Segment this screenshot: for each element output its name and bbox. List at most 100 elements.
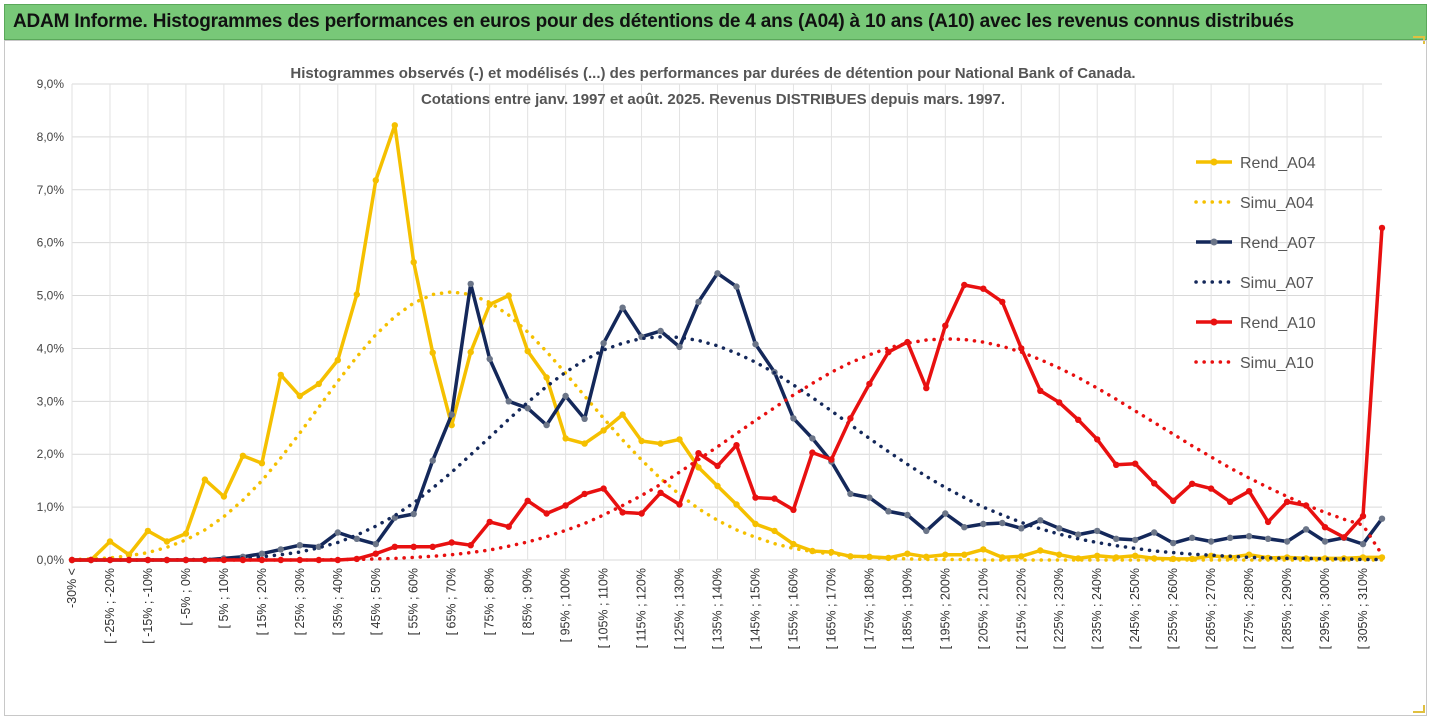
data-point-rend-a04 [847,553,854,560]
x-tick-label: [ 235% ; 240% [1090,568,1104,649]
data-point-rend-a07 [334,529,341,536]
data-point-rend-a10 [1245,488,1253,495]
data-point-rend-a07 [657,327,664,335]
data-point-rend-a10 [1170,497,1177,504]
data-point-rend-a10 [1283,498,1291,505]
data-point-rend-a07 [619,304,626,311]
legend-marker-rend-a10 [1210,318,1218,326]
x-tick-label: [ 265% ; 270% [1204,568,1218,649]
x-tick-label: [ -5% ; 0% [179,568,193,626]
data-point-rend-a07 [961,524,968,531]
x-tick-label: [ 215% ; 220% [1014,568,1028,649]
x-tick-label: [ 175% ; 180% [862,568,876,649]
chart-series [68,122,1386,564]
x-tick-label: [ 35% ; 40% [331,568,345,635]
data-point-rend-a10 [657,489,664,496]
data-point-rend-a10 [201,556,209,564]
data-point-rend-a10 [866,380,873,388]
data-point-rend-a04 [524,347,531,355]
data-point-rend-a04 [1037,547,1044,554]
data-point-rend-a07 [505,398,512,405]
data-point-rend-a10 [372,550,379,557]
data-point-rend-a07 [733,283,740,290]
data-point-rend-a10 [961,281,968,289]
data-point-rend-a07 [1170,539,1177,547]
data-point-rend-a10 [999,298,1006,306]
data-point-rend-a10 [1037,387,1044,394]
data-point-rend-a04 [448,421,455,429]
data-point-rend-a07 [581,415,588,422]
data-point-rend-a10 [1018,345,1025,352]
data-point-rend-a07 [695,298,702,306]
data-point-rend-a04 [315,380,322,388]
data-point-rend-a07 [1207,538,1215,545]
data-point-rend-a10 [1207,485,1215,492]
x-tick-label: [ 15% ; 20% [255,568,269,635]
data-point-rend-a07 [1094,527,1101,535]
y-tick-label: 1,0% [37,500,65,514]
data-point-rend-a10 [1151,480,1158,487]
legend-label-simu-a10: Simu_A10 [1240,355,1314,372]
data-point-rend-a10 [144,556,152,564]
series-line-simu-a10 [70,337,1384,562]
x-tick-label: [ 295% ; 300% [1318,568,1332,649]
data-point-rend-a10 [1094,436,1101,443]
data-point-rend-a07 [923,527,930,535]
data-point-rend-a10 [676,501,683,508]
data-point-rend-a04 [676,436,683,443]
legend-label-rend-a07: Rend_A07 [1240,235,1316,252]
x-tick-label: [ -15% ; -10% [141,568,155,644]
data-point-rend-a04 [980,546,987,553]
data-point-rend-a10 [1226,498,1234,505]
data-point-rend-a07 [353,535,360,542]
data-point-rend-a07 [1075,531,1082,538]
data-point-rend-a07 [714,270,721,277]
data-point-rend-a07 [429,457,436,464]
data-point-rend-a07 [999,519,1006,527]
data-point-rend-a10 [562,502,569,509]
data-point-rend-a10 [1132,460,1139,467]
chart-subtitle: Cotations entre janv. 1997 et août. 2025… [421,91,1005,108]
data-point-rend-a04 [429,349,436,356]
data-point-rend-a04 [1018,553,1025,560]
data-point-rend-a10 [638,510,645,517]
data-point-rend-a04 [695,464,702,471]
data-point-rend-a10 [448,539,455,546]
data-point-rend-a04 [296,392,303,400]
data-point-rend-a07 [1321,538,1329,545]
chart-grid [71,83,1382,561]
data-point-rend-a04 [239,452,247,459]
data-point-rend-a10 [771,495,778,502]
legend-label-simu-a04: Simu_A04 [1240,195,1314,212]
data-point-rend-a10 [885,348,892,356]
legend-marker-rend-a04 [1210,158,1218,166]
y-tick-label: 9,0% [37,77,65,91]
data-point-rend-a07 [885,508,892,515]
data-point-rend-a04 [581,440,588,447]
data-point-rend-a10 [315,556,322,564]
data-point-rend-a07 [866,494,873,501]
y-tick-label: 5,0% [37,289,65,303]
x-tick-label: [ 185% ; 190% [900,568,914,649]
data-point-rend-a07 [277,546,284,553]
data-point-rend-a04 [258,460,266,467]
data-point-rend-a07 [315,543,322,550]
x-tick-label: [ 95% ; 100% [559,568,573,642]
data-point-rend-a10 [619,509,626,516]
data-point-rend-a10 [980,285,987,292]
data-point-rend-a07 [486,355,493,363]
data-point-rend-a04 [1056,551,1063,558]
series-line-rend-a04 [72,123,1382,562]
data-point-rend-a04 [182,530,190,537]
x-tick-label: [ 245% ; 250% [1128,568,1142,649]
x-tick-label: [ 225% ; 230% [1052,568,1066,649]
data-point-rend-a04 [1075,555,1082,562]
legend-label-rend-a04: Rend_A04 [1240,155,1316,172]
data-point-rend-a07 [790,415,797,422]
data-point-rend-a07 [1359,540,1367,548]
data-point-rend-a10 [106,556,114,564]
data-point-rend-a10 [391,543,398,550]
chart-frame [4,40,1427,716]
data-point-rend-a04 [372,177,379,184]
x-tick-label: [ 5% ; 10% [217,568,231,628]
